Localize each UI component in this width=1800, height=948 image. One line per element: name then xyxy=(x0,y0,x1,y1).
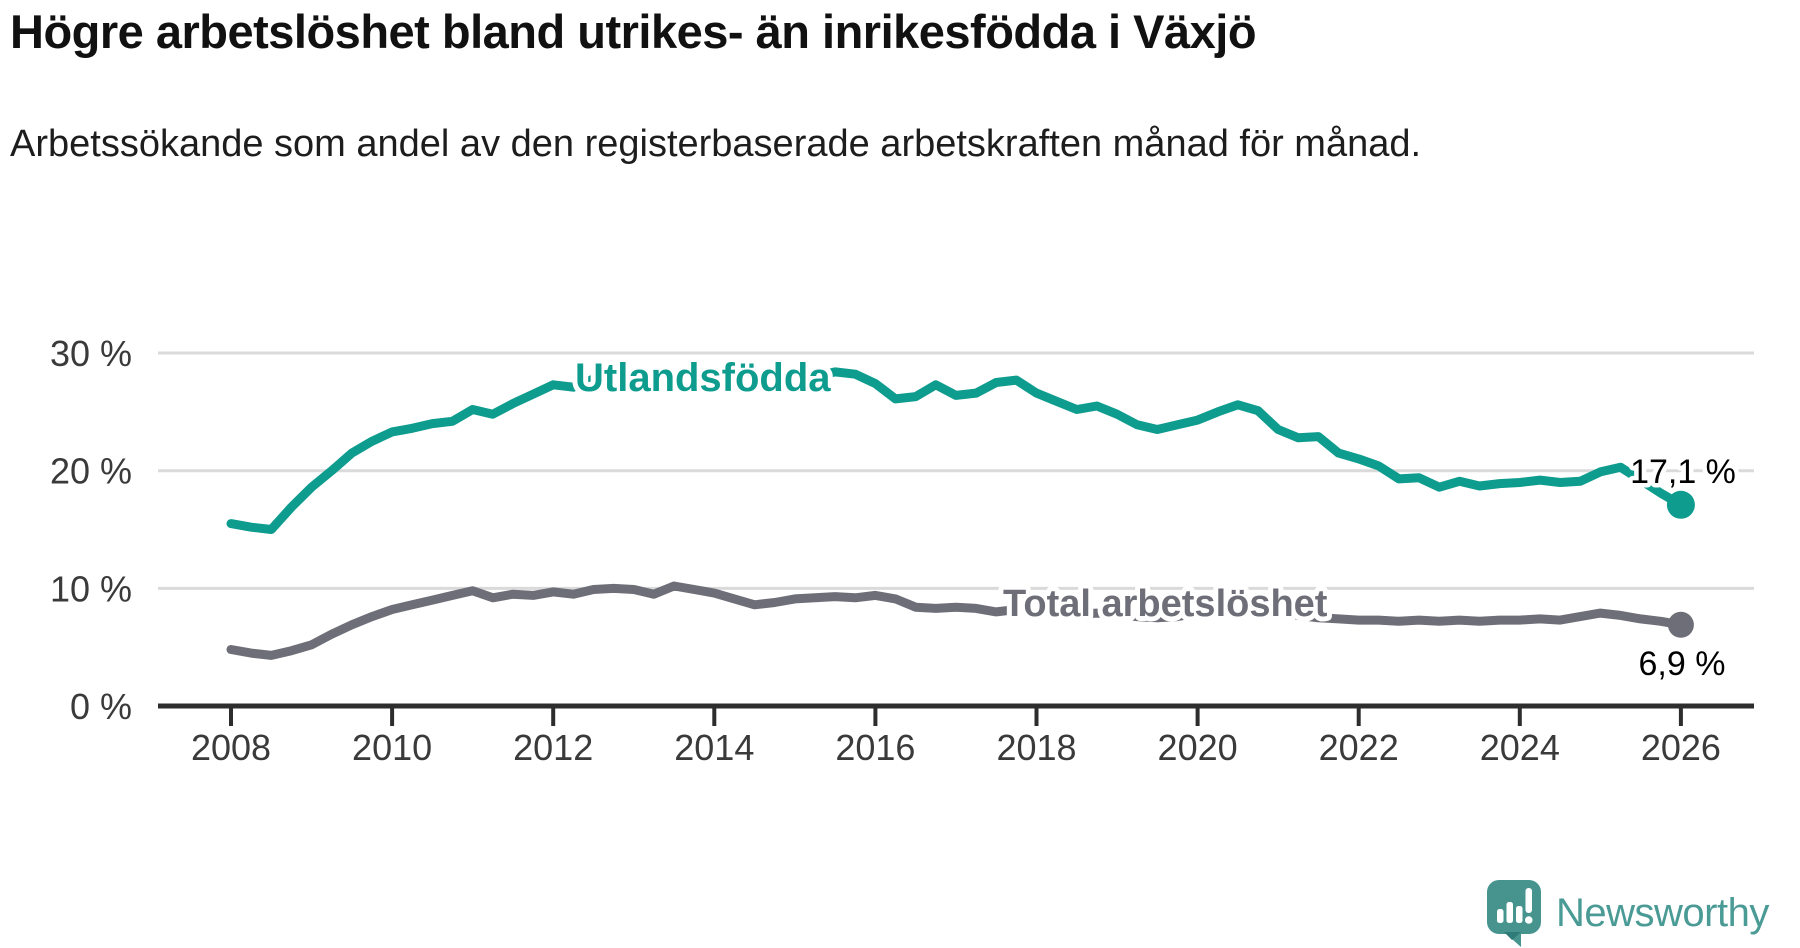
x-tick-label: 2024 xyxy=(1480,727,1560,768)
chart-title: Högre arbetslöshet bland utrikes- än inr… xyxy=(10,5,1257,58)
x-tick-label: 2008 xyxy=(191,727,271,768)
total-arbetsloshet-label: Total arbetslöshet xyxy=(1003,583,1328,625)
x-tick-label: 2026 xyxy=(1641,727,1721,768)
total-arbetsloshet-line xyxy=(226,581,1686,660)
utlandsfodda-end-value: 17,1 % xyxy=(1630,453,1736,491)
x-axis: 30 % 20 % 10 % 0 % 2008 2010 2012 2014 2016 2018 2… xyxy=(50,333,1754,768)
y-tick-label: 20 % xyxy=(50,451,132,492)
y-tick-label: 10 % xyxy=(50,568,132,609)
endpoint-labels: 17,1 % 6,9 % xyxy=(1626,449,1741,688)
newsworthy-logo-icon xyxy=(1487,880,1541,947)
x-tick-label: 2022 xyxy=(1319,727,1399,768)
gridlines xyxy=(158,351,1754,590)
chart-subtitle: Arbetssökande som andel av den registerb… xyxy=(10,123,1422,165)
utlandsfodda-line xyxy=(226,367,1686,534)
total-arbetsloshet-end-value: 6,9 % xyxy=(1639,645,1726,683)
utlandsfodda-label: Utlandsfödda xyxy=(575,356,831,400)
x-tick-label: 2020 xyxy=(1158,727,1238,768)
y-tick-label: 0 % xyxy=(70,686,132,727)
x-tick-label: 2016 xyxy=(835,727,915,768)
x-tick-label: 2010 xyxy=(352,727,432,768)
newsworthy-logo: Newsworthy xyxy=(1486,878,1769,948)
series-labels: Utlandsfödda Total arbetslöshet xyxy=(570,351,1333,630)
x-tick-label: 2014 xyxy=(674,727,754,768)
endpoint-markers xyxy=(1666,490,1695,638)
newsworthy-logo-text: Newsworthy xyxy=(1556,890,1769,935)
total-arbetsloshet-end-dot xyxy=(1667,611,1694,638)
x-tick-label: 2012 xyxy=(513,727,593,768)
utlandsfodda-end-dot xyxy=(1666,490,1695,519)
x-tick-label: 2018 xyxy=(996,727,1076,768)
data-lines xyxy=(226,367,1686,660)
y-tick-label: 30 % xyxy=(50,333,132,374)
